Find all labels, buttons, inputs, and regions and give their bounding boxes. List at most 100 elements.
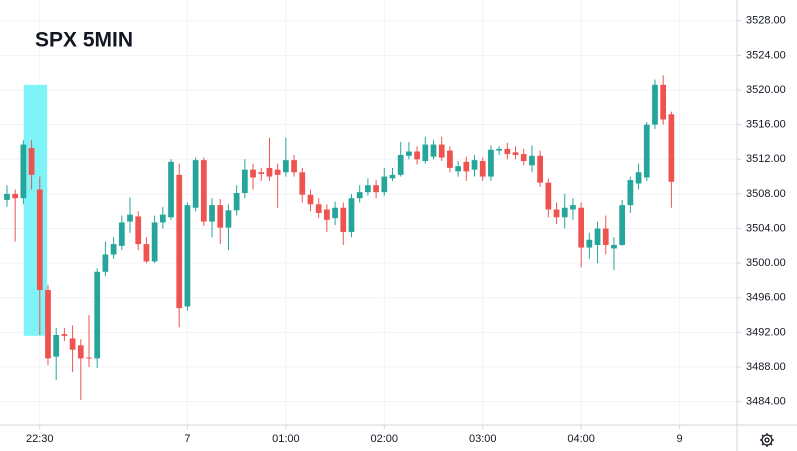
candle-body (660, 84, 667, 120)
candle-body (668, 114, 675, 182)
candle-body (553, 209, 560, 218)
candle-body (274, 169, 281, 175)
candle-body (184, 205, 191, 307)
x-tick-label: 9 (677, 433, 683, 445)
candle-body (422, 144, 429, 161)
candle-body (324, 209, 330, 220)
candle-body (168, 161, 174, 218)
candle-body (127, 214, 133, 222)
y-tick-label: 3528.00 (746, 15, 786, 27)
candle-body (602, 228, 609, 245)
candle-body (20, 144, 27, 199)
chart-title: SPX 5MIN (35, 29, 133, 52)
candle-body (373, 185, 379, 193)
candle-body (356, 192, 363, 199)
candle-body (266, 167, 273, 177)
candle-body (61, 334, 68, 336)
candle-body (28, 148, 35, 175)
candle-body (250, 169, 256, 178)
candle-body (332, 207, 338, 219)
candle-body (291, 160, 297, 173)
candle-body (512, 152, 519, 155)
candle-body (643, 124, 650, 178)
candle-body (192, 160, 199, 208)
candle-body (611, 244, 617, 249)
candle-body (463, 161, 470, 172)
y-tick-label: 3496.00 (746, 292, 786, 304)
candle-body (348, 198, 355, 232)
y-tick-label: 3516.00 (746, 119, 786, 131)
candle-body (233, 193, 240, 211)
x-tick-label: 7 (184, 433, 190, 445)
candle-body (299, 172, 306, 195)
candle-body (479, 160, 486, 177)
candle-body (200, 160, 207, 222)
candle-body (159, 214, 166, 223)
candle-body (545, 182, 552, 210)
candle-body (77, 345, 84, 359)
y-tick-label: 3500.00 (746, 257, 786, 269)
candle-body (488, 149, 494, 177)
candle-body (12, 193, 19, 199)
candle-body (447, 150, 453, 168)
candle-body (438, 144, 445, 158)
candle-body (282, 160, 289, 173)
candle-body (365, 185, 371, 193)
candle-body (619, 205, 626, 245)
candle-body (45, 289, 51, 359)
candle-body (537, 155, 544, 183)
y-tick-label: 3488.00 (746, 361, 786, 373)
candle-body (520, 154, 527, 161)
y-tick-label: 3484.00 (746, 396, 786, 408)
candle-body (586, 239, 593, 248)
candle-body (594, 228, 601, 245)
candles (4, 75, 675, 400)
x-tick-label: 01:00 (272, 433, 300, 445)
settings-icon[interactable] (760, 433, 774, 447)
candle-body (209, 205, 215, 222)
x-tick-label: 03:00 (469, 433, 497, 445)
x-tick-label: 22:30 (26, 433, 54, 445)
candle-body (258, 172, 265, 174)
candle-body (504, 148, 511, 155)
candle-body (430, 144, 437, 157)
candle-body (176, 174, 183, 309)
candle-body (118, 222, 125, 246)
candle-body (397, 154, 404, 175)
candle-body (217, 205, 224, 228)
candle-body (406, 151, 412, 156)
y-tick-label: 3524.00 (746, 49, 786, 61)
y-tick-label: 3520.00 (746, 84, 786, 96)
candle-body (69, 338, 76, 350)
candle-body (102, 254, 109, 272)
y-tick-label: 3492.00 (746, 326, 786, 338)
candle-body (570, 205, 576, 210)
candle-body (561, 207, 568, 218)
candle-body (340, 207, 347, 232)
candle-body (635, 172, 642, 184)
candle-body (414, 151, 420, 160)
y-tick-label: 3508.00 (746, 188, 786, 200)
candle-body (151, 222, 158, 262)
candle-body (652, 84, 658, 125)
candle-body (496, 148, 502, 151)
candle-body (94, 271, 101, 359)
candle-body (110, 244, 117, 255)
candle-body (86, 357, 92, 359)
candle-body (381, 176, 388, 193)
candle-body (578, 207, 585, 248)
candle-body (143, 244, 150, 262)
candle-body (53, 334, 60, 357)
x-tick-label: 04:00 (567, 433, 595, 445)
candle-body (471, 160, 478, 170)
candle-body (36, 189, 43, 290)
candle-body (627, 180, 634, 206)
candle-body (389, 174, 396, 179)
highlight-box (23, 84, 48, 336)
y-tick-label: 3504.00 (746, 222, 786, 234)
candle-body (307, 194, 314, 205)
candle-body (241, 169, 248, 194)
y-tick-label: 3512.00 (746, 153, 786, 165)
